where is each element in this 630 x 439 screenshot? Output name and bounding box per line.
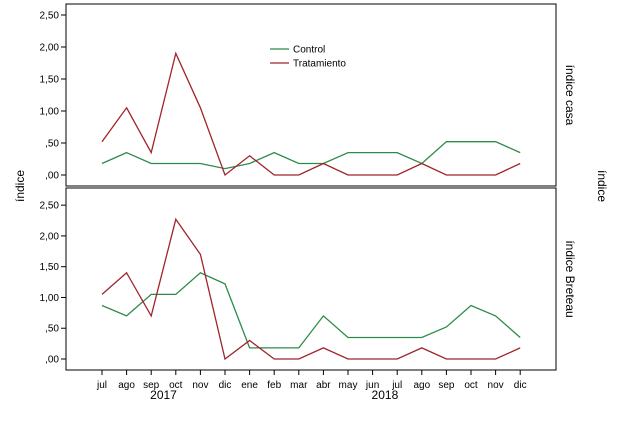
x-tick-label: ago — [118, 380, 135, 391]
x-tick-label: jul — [391, 380, 402, 391]
panel-label: índice casa — [563, 65, 577, 126]
x-tick-label: feb — [267, 380, 281, 391]
y-tick-label: 2,00 — [40, 231, 60, 242]
x-tick-label: sep — [143, 380, 160, 391]
y-axis-title: índice — [13, 170, 27, 202]
y-tick-label: ,00 — [45, 171, 59, 182]
chart-panel: ,00 ,50 1,00 1,50 2,00 2,50 índice casa — [40, 3, 577, 187]
x-tick-label: sep — [438, 380, 455, 391]
x-tick-label: ene — [241, 380, 258, 391]
x-tick-label: oct — [464, 380, 478, 391]
y-tick-label: 1,50 — [40, 75, 60, 86]
x-tick-label: abr — [316, 380, 331, 391]
x-tick-label: nov — [488, 380, 504, 391]
y-tick-label: 2,50 — [40, 11, 60, 22]
series-line-control — [101, 141, 521, 170]
x-tick-label: jun — [365, 380, 379, 391]
panel-frame — [65, 3, 557, 187]
y-tick-label: ,50 — [45, 139, 59, 150]
x-tick-label: mar — [290, 380, 308, 391]
x-tick-label: ago — [413, 380, 430, 391]
y-tick-label: 2,50 — [40, 201, 60, 212]
x-tick-label: jul — [96, 380, 107, 391]
y-tick-label: 1,00 — [40, 107, 60, 118]
y-tick-label: ,00 — [45, 355, 59, 366]
facet-axis-title: índice — [595, 170, 609, 202]
chart-panel: ,00 ,50 1,00 1,50 2,00 2,50 índice Breteau — [40, 187, 577, 371]
x-tick-label: nov — [192, 380, 208, 391]
y-tick-label: 1,50 — [40, 262, 60, 273]
year-label: 2018 — [372, 388, 399, 402]
panel-frame — [65, 187, 557, 371]
x-tick-label: dic — [219, 380, 232, 391]
series-line-tratamiento — [101, 51, 521, 177]
y-tick-label: 1,00 — [40, 293, 60, 304]
y-tick-label: ,50 — [45, 324, 59, 335]
x-axis: jul ago sep oct nov dic ene feb mar abr may jun jul a… — [96, 370, 527, 402]
x-tick-label: oct — [169, 380, 183, 391]
series-line-tratamiento — [101, 217, 521, 361]
x-tick-label: may — [339, 380, 358, 391]
chart-panels: ,00 ,50 1,00 1,50 2,00 2,50 índice casa ,00 ,50 1… — [40, 3, 577, 371]
panel-label: índice Breteau — [563, 240, 577, 317]
legend-entry: Tratamiento — [293, 59, 346, 70]
series-line-control — [101, 272, 521, 349]
legend-entry: Control — [293, 45, 325, 56]
y-tick-label: 2,00 — [40, 43, 60, 54]
year-label: 2017 — [150, 388, 177, 402]
x-tick-label: dic — [514, 380, 527, 391]
legend: Control Tratamiento — [270, 45, 346, 70]
